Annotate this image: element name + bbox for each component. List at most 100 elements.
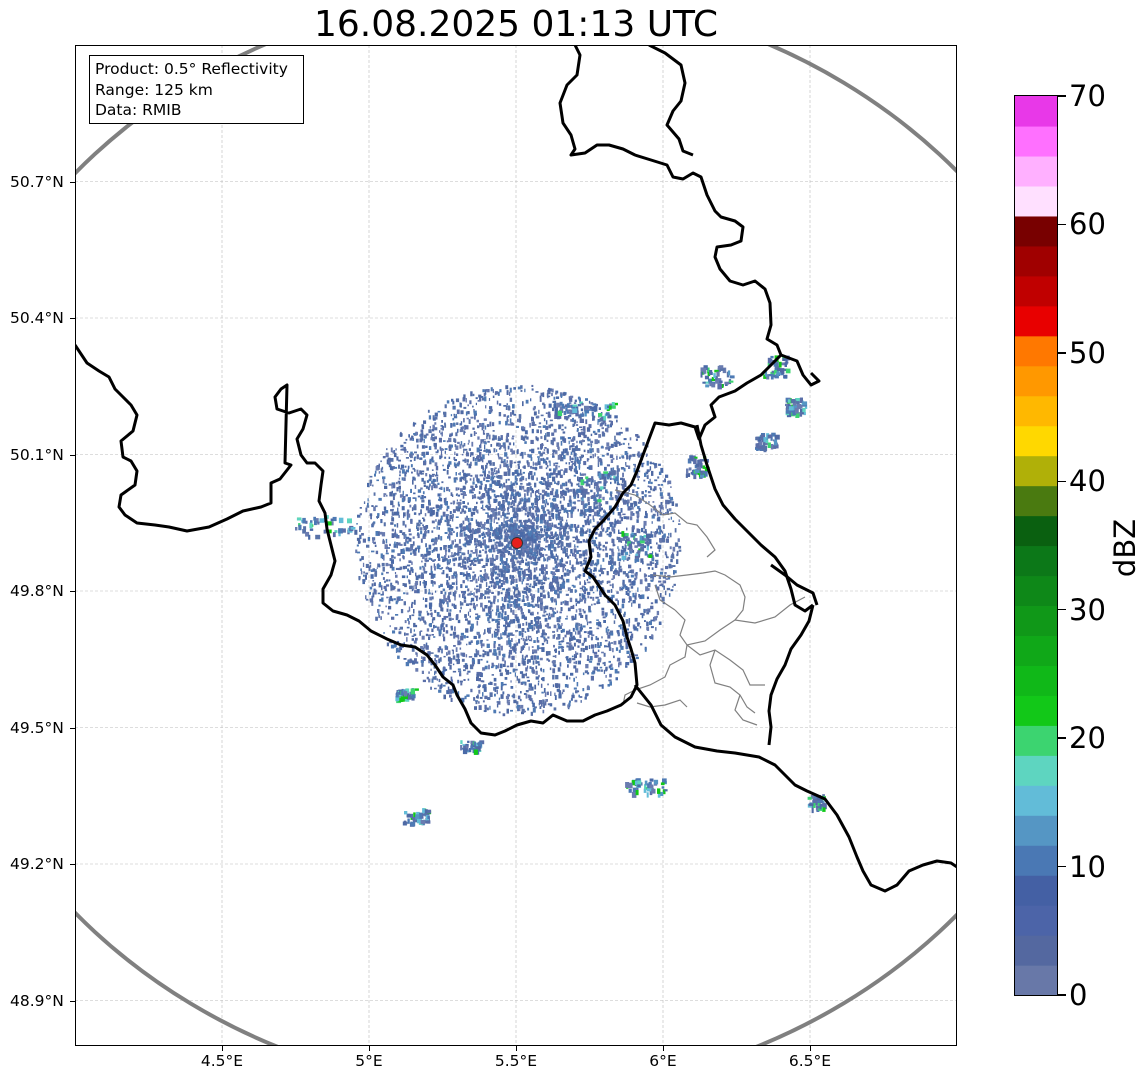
echo-pixel — [599, 642, 602, 647]
echo-pixel — [490, 471, 494, 476]
echo-pixel — [480, 642, 482, 646]
echo-pixel — [412, 541, 415, 546]
echo-pixel — [543, 610, 547, 613]
echo-pixel — [433, 540, 437, 545]
echo-pixel — [502, 713, 506, 717]
echo-pixel — [569, 597, 573, 603]
echo-pixel — [486, 480, 490, 483]
echo-pixel — [457, 501, 461, 506]
echo-pixel — [475, 650, 480, 656]
echo-pixel — [582, 672, 585, 676]
echo-pixel — [621, 626, 625, 631]
echo-pixel — [397, 542, 401, 546]
echo-pixel — [513, 548, 516, 553]
echo-pixel — [391, 515, 393, 518]
echo-pixel — [540, 667, 542, 672]
echo-pixel — [517, 708, 519, 712]
echo-pixel — [551, 392, 553, 397]
echo-pixel — [385, 562, 389, 567]
echo-pixel — [467, 670, 471, 673]
echo-pixel — [644, 494, 647, 497]
echo-pixel — [530, 522, 534, 525]
echo-pixel — [472, 496, 477, 499]
echo-pixel — [505, 564, 508, 568]
echo-pixel — [535, 436, 538, 439]
echo-pixel — [650, 602, 654, 605]
echo-pixel — [572, 536, 576, 539]
echo-pixel — [660, 568, 664, 571]
echo-pixel — [525, 583, 529, 586]
echo-pixel — [448, 576, 451, 581]
echo-pixel — [409, 453, 412, 457]
echo-pixel — [496, 608, 500, 613]
echo-pixel — [552, 611, 556, 615]
echo-pixel — [497, 574, 500, 576]
echo-pixel — [596, 448, 600, 453]
echo-pixel — [479, 570, 482, 572]
echo-pixel — [565, 462, 568, 465]
echo-pixel — [665, 565, 669, 570]
echo-pixel — [540, 585, 545, 590]
echo-pixel — [500, 494, 503, 497]
echo-pixel — [428, 478, 432, 482]
echo-pixel — [555, 579, 559, 583]
echo-pixel — [424, 598, 428, 602]
echo-pixel — [408, 533, 412, 536]
echo-pixel — [407, 513, 411, 518]
echo-pixel — [539, 526, 542, 528]
echo-pixel — [447, 650, 451, 655]
echo-pixel — [453, 571, 457, 575]
echo-pixel — [560, 546, 563, 551]
echo-pixel — [528, 532, 532, 536]
echo-pixel — [607, 629, 610, 632]
echo-pixel — [569, 489, 573, 492]
echo-pixel — [536, 561, 539, 564]
echo-pixel — [596, 510, 599, 513]
echo-pixel — [605, 501, 609, 505]
echo-pixel — [411, 507, 414, 512]
echo-pixel — [459, 673, 462, 677]
echo-pixel — [628, 601, 631, 603]
echo-pixel — [488, 621, 491, 624]
echo-pixel — [532, 660, 535, 665]
echo-pixel — [555, 392, 558, 395]
echo-pixel — [588, 528, 591, 534]
echo-pixel — [660, 467, 664, 473]
echo-pixel — [516, 642, 519, 646]
echo-pixel — [496, 605, 500, 611]
echo-pixel — [517, 678, 521, 684]
echo-pixel — [393, 466, 398, 469]
echo-pixel — [466, 643, 468, 646]
echo-pixel — [580, 408, 584, 412]
echo-pixel — [507, 640, 512, 645]
echo-pixel — [537, 447, 540, 450]
echo-pixel — [619, 532, 622, 534]
echo-pixel — [626, 527, 628, 531]
echo-pixel — [431, 473, 435, 476]
echo-pixel — [661, 585, 665, 588]
echo-pixel — [560, 469, 563, 471]
echo-pixel — [455, 487, 458, 491]
echo-pixel — [451, 540, 454, 545]
echo-pixel — [521, 498, 524, 502]
echo-pixel — [534, 530, 538, 535]
echo-pixel — [594, 432, 598, 435]
echo-pixel — [493, 595, 497, 599]
echo-pixel — [567, 587, 571, 590]
echo-pixel — [385, 552, 389, 555]
echo-pixel — [410, 585, 413, 589]
echo-pixel — [397, 501, 400, 506]
echo-pixel — [543, 609, 546, 614]
echo-pixel — [639, 626, 642, 629]
echo-pixel — [533, 411, 537, 416]
echo-pixel — [528, 565, 530, 569]
echo-pixel — [588, 424, 592, 428]
echo-pixel — [501, 560, 504, 565]
echo-pixel — [537, 507, 540, 513]
echo-pixel — [490, 517, 492, 523]
echo-pixel — [441, 648, 443, 654]
echo-pixel — [405, 547, 409, 552]
echo-pixel — [622, 513, 626, 516]
echo-pixel — [621, 630, 625, 636]
echo-pixel — [529, 549, 533, 554]
